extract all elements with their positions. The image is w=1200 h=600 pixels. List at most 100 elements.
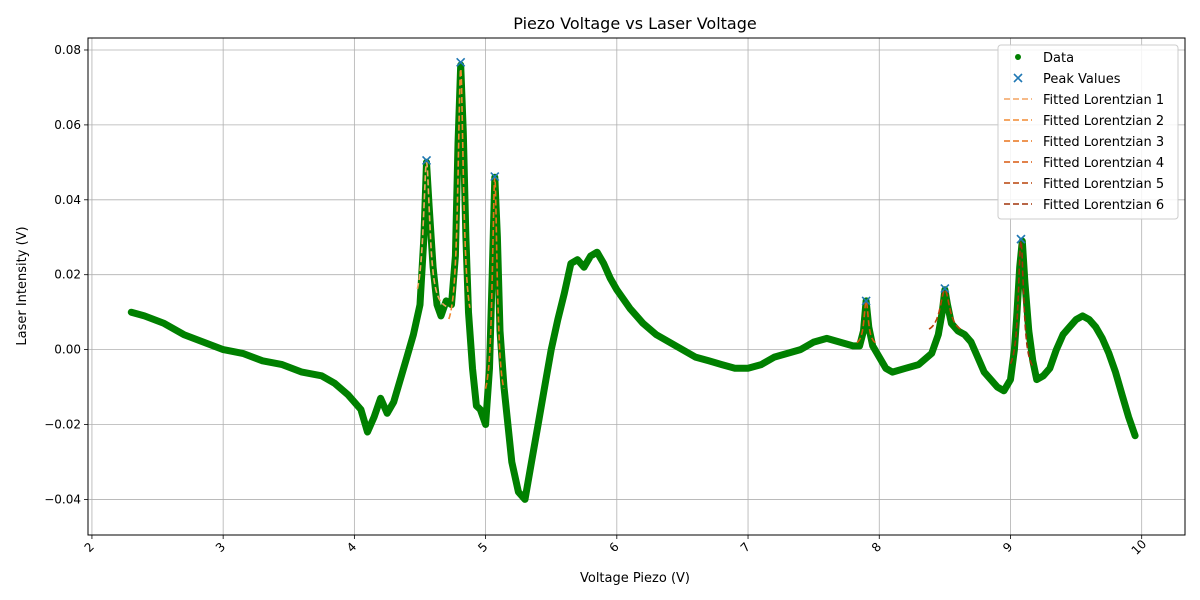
data-point <box>613 286 620 293</box>
data-point <box>161 320 168 327</box>
peak-marker <box>940 283 950 294</box>
data-point <box>416 301 423 308</box>
data-point <box>1016 264 1023 271</box>
legend-label: Fitted Lorentzian 4 <box>1043 156 1164 171</box>
data-point <box>437 312 444 319</box>
data-point <box>567 260 574 267</box>
data-point <box>784 350 791 357</box>
peak-marker-stroke <box>421 155 432 166</box>
legend-item: Fitted Lorentzian 1 <box>1004 93 1164 108</box>
data-point <box>797 346 804 353</box>
data-point <box>915 361 922 368</box>
data-point <box>489 271 496 278</box>
peak-marker-stroke <box>1016 234 1026 244</box>
peak-layer <box>421 57 1026 306</box>
data-point <box>836 339 843 346</box>
fit-line-6 <box>1009 238 1034 367</box>
data-point <box>581 264 588 271</box>
data-point <box>928 350 935 357</box>
data-point <box>259 357 266 364</box>
data-point <box>1053 346 1060 353</box>
data-point <box>876 354 883 361</box>
data-point <box>548 346 555 353</box>
data-point <box>987 376 994 383</box>
data-point <box>869 342 876 349</box>
data-point <box>1040 372 1047 379</box>
data-point <box>1099 335 1106 342</box>
data-point <box>600 260 607 267</box>
data-point <box>357 406 364 413</box>
data-point <box>705 357 712 364</box>
data-point <box>823 335 830 342</box>
chart-title: Piezo Voltage vs Laser Voltage <box>513 14 756 33</box>
data-point <box>731 365 738 372</box>
data-point <box>758 361 765 368</box>
data-point <box>515 488 522 495</box>
data-point <box>935 331 942 338</box>
data-point <box>653 331 660 338</box>
y-tick-label: 0.02 <box>54 268 81 282</box>
data-point <box>465 309 472 316</box>
peak-marker-stroke <box>861 296 871 306</box>
peak-marker <box>1016 234 1026 244</box>
data-point <box>1059 331 1066 338</box>
data-point <box>961 331 968 338</box>
data-point <box>298 369 305 376</box>
data-point <box>434 301 441 308</box>
data-point <box>939 309 946 316</box>
data-point <box>1007 376 1014 383</box>
data-point <box>968 339 975 346</box>
data-point <box>371 414 378 421</box>
data-point <box>1025 327 1032 334</box>
data-point <box>679 346 686 353</box>
y-tick-label: 0.08 <box>54 43 81 57</box>
data-point <box>220 346 227 353</box>
data-point <box>390 399 397 406</box>
data-point <box>494 234 501 241</box>
data-point <box>1000 387 1007 394</box>
data-point <box>994 384 1001 391</box>
peak-marker <box>456 57 466 67</box>
data-point <box>141 312 148 319</box>
data-point <box>384 410 391 417</box>
legend-label: Peak Values <box>1043 72 1121 87</box>
legend: Data Peak Values Fitted Lorentzian 1 Fitted… <box>997 44 1179 220</box>
data-point <box>331 380 338 387</box>
data-point <box>239 350 246 357</box>
data-point <box>745 365 752 372</box>
legend-label: Data <box>1043 51 1074 66</box>
data-point <box>692 354 699 361</box>
data-point <box>718 361 725 368</box>
x-axis-label: Voltage Piezo (V) <box>580 571 690 586</box>
y-axis-ticks: −0.04 −0.02 0.00 0.02 0.04 0.06 0.08 <box>44 43 88 506</box>
legend-label: Fitted Lorentzian 3 <box>1043 135 1164 150</box>
data-point <box>469 365 476 372</box>
legend-label: Fitted Lorentzian 5 <box>1043 177 1164 192</box>
y-tick-label: 0.04 <box>54 193 81 207</box>
data-point <box>377 395 384 402</box>
y-tick-label: 0.00 <box>54 343 81 357</box>
legend-item: Fitted Lorentzian 6 <box>1004 198 1164 213</box>
data-point <box>974 354 981 361</box>
data-point <box>810 339 817 346</box>
legend-label: Fitted Lorentzian 2 <box>1043 114 1164 129</box>
y-tick-label: 0.06 <box>54 118 81 132</box>
peak-marker <box>861 296 871 306</box>
y-axis-label: Laser Intensity (V) <box>15 226 30 345</box>
data-point <box>882 365 889 372</box>
data-point <box>1046 365 1053 372</box>
data-point <box>554 316 561 323</box>
data-point <box>541 384 548 391</box>
data-point <box>443 297 450 304</box>
axes-frame <box>87 37 1186 536</box>
fit-line-4 <box>856 299 876 344</box>
data-point <box>1125 414 1132 421</box>
data-point <box>180 331 187 338</box>
legend-item: Fitted Lorentzian 2 <box>1004 114 1164 129</box>
data-point <box>128 309 135 316</box>
data-point <box>508 458 515 465</box>
data-point <box>1119 391 1126 398</box>
data-point <box>430 264 437 271</box>
data-point <box>948 320 955 327</box>
legend-item: Fitted Lorentzian 5 <box>1004 177 1164 192</box>
